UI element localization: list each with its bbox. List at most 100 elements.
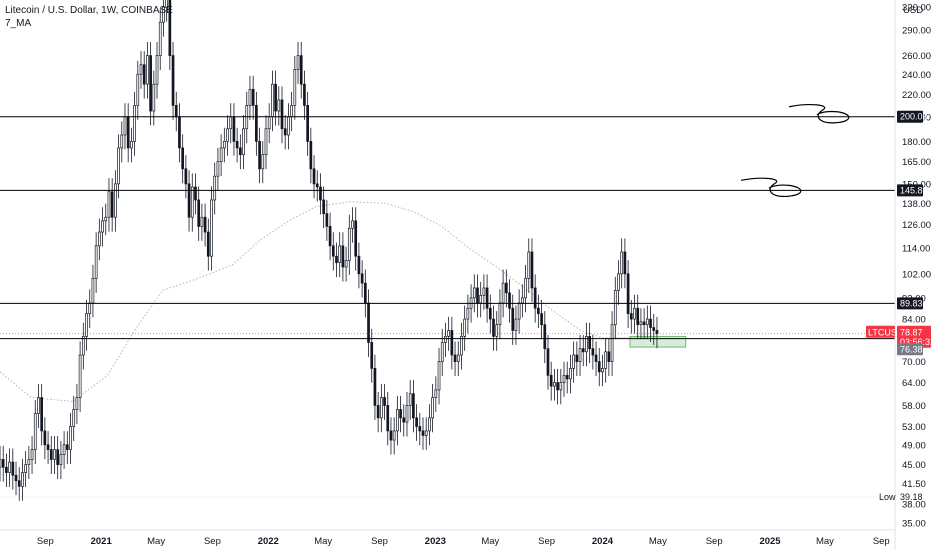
candle-body[interactable]: [501, 282, 505, 304]
candle-body[interactable]: [581, 348, 585, 353]
candle-body[interactable]: [351, 220, 354, 229]
candle-body[interactable]: [537, 307, 540, 314]
candle-body[interactable]: [642, 321, 646, 326]
candle-body[interactable]: [117, 147, 120, 185]
candle-body[interactable]: [354, 220, 358, 257]
candle-body[interactable]: [549, 374, 553, 387]
candle-body[interactable]: [33, 413, 37, 450]
candle-body[interactable]: [347, 227, 351, 261]
candle-body[interactable]: [626, 273, 630, 314]
candle-body[interactable]: [373, 368, 377, 406]
candle-body[interactable]: [53, 449, 56, 460]
candle-body[interactable]: [258, 141, 261, 170]
candle-body[interactable]: [149, 55, 152, 112]
candle-body[interactable]: [440, 342, 444, 362]
candle-body[interactable]: [165, 0, 168, 8]
candle-body[interactable]: [49, 449, 53, 460]
candle-body[interactable]: [251, 88, 255, 106]
candle-body[interactable]: [540, 313, 543, 326]
candle-body[interactable]: [585, 336, 588, 353]
candle-body[interactable]: [476, 287, 479, 304]
candle-body[interactable]: [27, 459, 31, 465]
candle-body[interactable]: [524, 278, 527, 299]
candle-body[interactable]: [588, 336, 591, 349]
candle-body[interactable]: [158, 21, 162, 56]
candle-body[interactable]: [389, 430, 393, 441]
candle-body[interactable]: [69, 426, 72, 450]
candle-body[interactable]: [357, 255, 361, 275]
candle-body[interactable]: [40, 397, 44, 432]
candle-body[interactable]: [190, 186, 194, 218]
candle-body[interactable]: [594, 354, 598, 362]
candle-body[interactable]: [287, 116, 290, 136]
candle-body[interactable]: [466, 307, 470, 320]
candle-body[interactable]: [296, 55, 300, 70]
candle-body[interactable]: [267, 116, 271, 130]
scribble-annotation[interactable]: [788, 104, 850, 124]
candle-body[interactable]: [492, 318, 495, 337]
candle-body[interactable]: [248, 88, 252, 106]
candle-body[interactable]: [428, 417, 431, 432]
time-axis[interactable]: Sep 2021 May Sep 2022 May Sep 2023 May Sep 2024 May…: [37, 536, 890, 547]
candle-body[interactable]: [11, 461, 15, 476]
candle-body[interactable]: [421, 430, 425, 436]
candle-body[interactable]: [178, 116, 181, 149]
candle-body[interactable]: [194, 186, 197, 201]
candle-body[interactable]: [437, 361, 441, 391]
candle-body[interactable]: [572, 354, 575, 369]
candle-body[interactable]: [306, 105, 309, 142]
candle-body[interactable]: [219, 147, 223, 162]
candle-body[interactable]: [408, 393, 412, 406]
candle-body[interactable]: [405, 405, 409, 423]
candle-body[interactable]: [152, 83, 156, 112]
candle-body[interactable]: [139, 64, 143, 75]
candle-body[interactable]: [559, 382, 563, 391]
candle-body[interactable]: [322, 199, 326, 215]
candle-body[interactable]: [65, 444, 69, 450]
candle-body[interactable]: [415, 417, 418, 427]
candle-body[interactable]: [107, 191, 111, 218]
candle-body[interactable]: [5, 466, 8, 473]
candle-body[interactable]: [543, 324, 547, 349]
candle-body[interactable]: [21, 472, 24, 487]
candle-body[interactable]: [104, 216, 108, 222]
ma-line[interactable]: [0, 201, 651, 403]
candle-body[interactable]: [43, 430, 47, 446]
candle-body[interactable]: [495, 324, 499, 337]
candle-body[interactable]: [123, 116, 127, 136]
candle-body[interactable]: [341, 245, 345, 268]
candle-body[interactable]: [261, 154, 265, 170]
candle-body[interactable]: [463, 318, 467, 337]
candle-body[interactable]: [383, 397, 386, 406]
candle-body[interactable]: [81, 336, 85, 356]
candle-body[interactable]: [184, 168, 188, 185]
candle-body[interactable]: [200, 216, 204, 227]
candle-body[interactable]: [504, 282, 508, 294]
scribble-annotation[interactable]: [740, 177, 802, 197]
candle-body[interactable]: [101, 220, 104, 233]
candle-body[interactable]: [136, 73, 140, 106]
candle-body[interactable]: [412, 393, 415, 419]
candle-body[interactable]: [72, 409, 76, 427]
candle-body[interactable]: [652, 327, 656, 331]
candle-body[interactable]: [187, 183, 191, 218]
candle-body[interactable]: [62, 444, 66, 455]
candle-body[interactable]: [392, 430, 396, 441]
candle-body[interactable]: [242, 128, 245, 156]
candle-body[interactable]: [639, 321, 643, 326]
candle-body[interactable]: [485, 287, 489, 309]
candle-body[interactable]: [418, 426, 422, 432]
candle-body[interactable]: [562, 374, 566, 383]
candle-body[interactable]: [370, 342, 374, 369]
candle-body[interactable]: [514, 318, 518, 331]
candle-body[interactable]: [319, 186, 322, 201]
candle-body[interactable]: [155, 55, 159, 85]
candle-body[interactable]: [479, 294, 483, 304]
candle-body[interactable]: [617, 273, 620, 291]
candle-body[interactable]: [133, 105, 136, 142]
candle-body[interactable]: [229, 116, 233, 130]
candle-body[interactable]: [565, 374, 569, 380]
candle-body[interactable]: [498, 302, 502, 326]
